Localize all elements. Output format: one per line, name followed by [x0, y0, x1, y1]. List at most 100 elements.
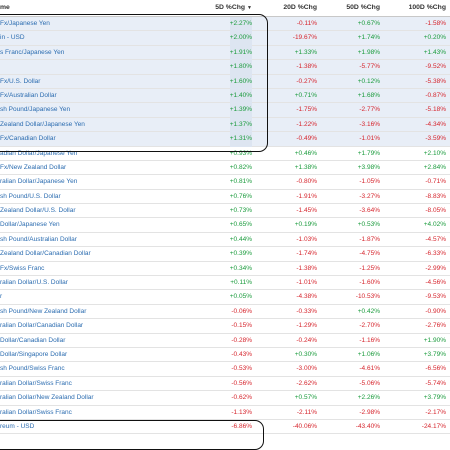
row-name-link[interactable]: sh Pound/Australian Dollar: [0, 235, 77, 243]
table-row[interactable]: r +0.05% -4.38% -10.53% -9.53%: [0, 290, 450, 305]
table-row[interactable]: Fx/Canadian Dollar +1.31% -0.49% -1.01% -3.5…: [0, 132, 450, 147]
table-row[interactable]: Fx/U.S. Dollar +1.60% -0.27% +0.12% -5.38%: [0, 74, 450, 89]
row-name-link[interactable]: ralian Dollar/Japanese Yen: [0, 178, 78, 186]
row-name-link[interactable]: Dollar/Singapore Dollar: [0, 350, 68, 358]
column-header-50d[interactable]: 50D %Chg: [346, 4, 380, 11]
row-5d-value: -1.13%: [231, 408, 252, 416]
row-name-link[interactable]: r: [0, 293, 3, 301]
row-name-link[interactable]: Zealand Dollar/U.S. Dollar: [0, 207, 76, 215]
row-name-link[interactable]: Fx/Canadian Dollar: [0, 135, 56, 143]
table-row[interactable]: ralian Dollar/Japanese Yen +0.81% -0.80% -1…: [0, 175, 450, 190]
row-name-link[interactable]: Fx/Swiss Franc: [0, 264, 45, 272]
row-50d-value: +0.12%: [357, 77, 380, 85]
table-row[interactable]: ralian Dollar/Canadian Dollar -0.15% -1.29…: [0, 319, 450, 334]
row-100d-value: -8.05%: [425, 207, 446, 215]
row-name-link[interactable]: reum - USD: [0, 422, 35, 430]
table-row[interactable]: Fx/Swiss Franc +0.34% -1.38% -1.25% -2.99%: [0, 262, 450, 277]
table-header: me 5D %Chg ▼ 20D %Chg 50D %Chg 100D %Chg: [0, 0, 450, 17]
row-name-link[interactable]: in - USD: [0, 34, 25, 42]
row-100d-value: -9.52%: [425, 63, 446, 71]
row-name-link[interactable]: Zealand Dollar/Canadian Dollar: [0, 250, 91, 258]
row-50d-value: -10.53%: [355, 293, 380, 301]
row-50d-value: -1.60%: [359, 279, 380, 287]
table-row[interactable]: sh Pound/New Zealand Dollar -0.06% -0.33% +…: [0, 305, 450, 320]
row-20d-value: +1.33%: [294, 48, 317, 56]
row-5d-value: +2.27%: [229, 17, 252, 32]
column-header-100d[interactable]: 100D %Chg: [408, 4, 446, 11]
row-20d-value: +0.71%: [294, 91, 317, 99]
row-name-link[interactable]: sh Pound/Swiss Franc: [0, 365, 65, 373]
row-20d-value: +0.57%: [294, 394, 317, 402]
table-row[interactable]: in - USD +2.00% -19.67% +1.74% +0.20%: [0, 31, 450, 46]
row-name-link[interactable]: ralian Dollar/Swiss Franc: [0, 379, 72, 387]
table-row[interactable]: sh Pound/Japanese Yen +1.39% -1.75% -2.77% -…: [0, 103, 450, 118]
table-row[interactable]: Dollar/Japanese Yen +0.65% +0.19% +0.53% +4.…: [0, 218, 450, 233]
table-row[interactable]: Fx/New Zealand Dollar +0.82% +1.38% +3.98% +…: [0, 161, 450, 176]
row-5d-value: +1.80%: [229, 60, 252, 75]
table-row[interactable]: sh Pound/Swiss Franc -0.53% -3.00% -4.61% -6…: [0, 362, 450, 377]
table-row[interactable]: Zealand Dollar/Canadian Dollar +0.39% -1.7…: [0, 247, 450, 262]
row-100d-value: -4.56%: [425, 279, 446, 287]
table-row[interactable]: ralian Dollar/New Zealand Dollar -0.62% +0…: [0, 391, 450, 406]
row-name-link[interactable]: sh Pound/Japanese Yen: [0, 106, 71, 114]
table-row[interactable]: Fx/Japanese Yen +2.27% -0.11% +0.67% -1.58%: [0, 17, 450, 32]
row-50d-value: -2.77%: [359, 106, 380, 114]
table-row[interactable]: Fx/Australian Dollar +1.40% +0.71% +1.68% -0…: [0, 88, 450, 104]
row-name-link[interactable]: ralian Dollar/New Zealand Dollar: [0, 394, 94, 402]
row-50d-value: +0.42%: [357, 307, 380, 315]
row-name-link[interactable]: Fx/U.S. Dollar: [0, 77, 41, 85]
row-50d-value: -2.98%: [359, 408, 380, 416]
row-name-link[interactable]: Fx/New Zealand Dollar: [0, 163, 67, 171]
table-row[interactable]: reum - USD -6.86% -40.06% -43.40% -24.17%: [0, 420, 450, 435]
row-100d-value: -5.18%: [425, 106, 446, 114]
row-50d-value: -3.64%: [359, 207, 380, 215]
row-100d-value: -0.71%: [425, 178, 446, 186]
table-row[interactable]: adian Dollar/Japanese Yen +0.93% +0.46% +1.…: [0, 147, 450, 161]
row-100d-value: +1.43%: [423, 48, 446, 56]
sort-descending-icon: ▼: [247, 5, 252, 11]
row-name-link[interactable]: sh Pound/New Zealand Dollar: [0, 307, 87, 315]
row-20d-value: -1.22%: [296, 120, 317, 128]
row-50d-value: +1.98%: [357, 48, 380, 56]
table-row[interactable]: s Franc/Japanese Yen +1.91% +1.33% +1.98% +1…: [0, 45, 450, 61]
row-20d-value: -2.11%: [296, 408, 317, 416]
table-row[interactable]: ralian Dollar/Swiss Franc -0.56% -2.62% -5.…: [0, 377, 450, 392]
table-row[interactable]: +1.80% -1.38% -5.77% -9.52%: [0, 60, 450, 75]
row-50d-value: -5.77%: [359, 63, 380, 71]
row-name-link[interactable]: Dollar/Canadian Dollar: [0, 336, 66, 344]
row-20d-value: +0.46%: [294, 149, 317, 157]
row-name-link[interactable]: Dollar/Japanese Yen: [0, 221, 60, 229]
row-name-link[interactable]: s Franc/Japanese Yen: [0, 48, 65, 56]
table-row[interactable]: Dollar/Singapore Dollar -0.43% +0.30% +1.06…: [0, 348, 450, 363]
column-header-5d[interactable]: 5D %Chg ▼: [215, 4, 252, 11]
row-5d-value: +2.00%: [229, 31, 252, 46]
table-row[interactable]: sh Pound/U.S. Dollar +0.76% -1.91% -3.27% -8…: [0, 190, 450, 205]
row-name-link[interactable]: adian Dollar/Japanese Yen: [0, 149, 78, 157]
row-name-link[interactable]: Zealand Dollar/Japanese Yen: [0, 120, 85, 128]
column-header-20d[interactable]: 20D %Chg: [283, 4, 317, 11]
row-20d-value: -4.38%: [296, 293, 317, 301]
row-name-link[interactable]: Fx/Japanese Yen: [0, 20, 50, 27]
row-name-link[interactable]: ralian Dollar/Canadian Dollar: [0, 322, 84, 330]
row-name-link[interactable]: sh Pound/U.S. Dollar: [0, 192, 61, 200]
row-name-link[interactable]: ralian Dollar/Swiss Franc: [0, 408, 72, 416]
row-5d-value: -0.28%: [231, 336, 252, 344]
table-row[interactable]: Zealand Dollar/U.S. Dollar +0.73% -1.45% -3…: [0, 204, 450, 219]
table-body: Fx/Japanese Yen +2.27% -0.11% +0.67% -1.58% i…: [0, 17, 450, 435]
row-20d-value: -1.03%: [296, 235, 317, 243]
table-row[interactable]: ralian Dollar/Swiss Franc -1.13% -2.11% -2.…: [0, 406, 450, 420]
row-20d-value: -1.91%: [296, 192, 317, 200]
table-row[interactable]: Zealand Dollar/Japanese Yen +1.37% -1.22% -…: [0, 117, 450, 133]
row-20d-value: +0.30%: [294, 350, 317, 358]
row-5d-value: +1.91%: [229, 45, 252, 61]
row-100d-value: -4.57%: [425, 235, 446, 243]
column-header-name[interactable]: me: [0, 4, 10, 11]
table-row[interactable]: Dollar/Canadian Dollar -0.28% -0.24% -1.16%…: [0, 334, 450, 348]
row-name-link[interactable]: ralian Dollar/U.S. Dollar: [0, 279, 68, 287]
table-row[interactable]: ralian Dollar/U.S. Dollar +0.11% -1.01% -1.…: [0, 276, 450, 291]
row-5d-value: -0.15%: [231, 322, 252, 330]
row-name-link[interactable]: Fx/Australian Dollar: [0, 91, 57, 99]
row-100d-value: -9.53%: [425, 293, 446, 301]
row-50d-value: -1.87%: [359, 235, 380, 243]
table-row[interactable]: sh Pound/Australian Dollar +0.44% -1.03% -1…: [0, 233, 450, 248]
